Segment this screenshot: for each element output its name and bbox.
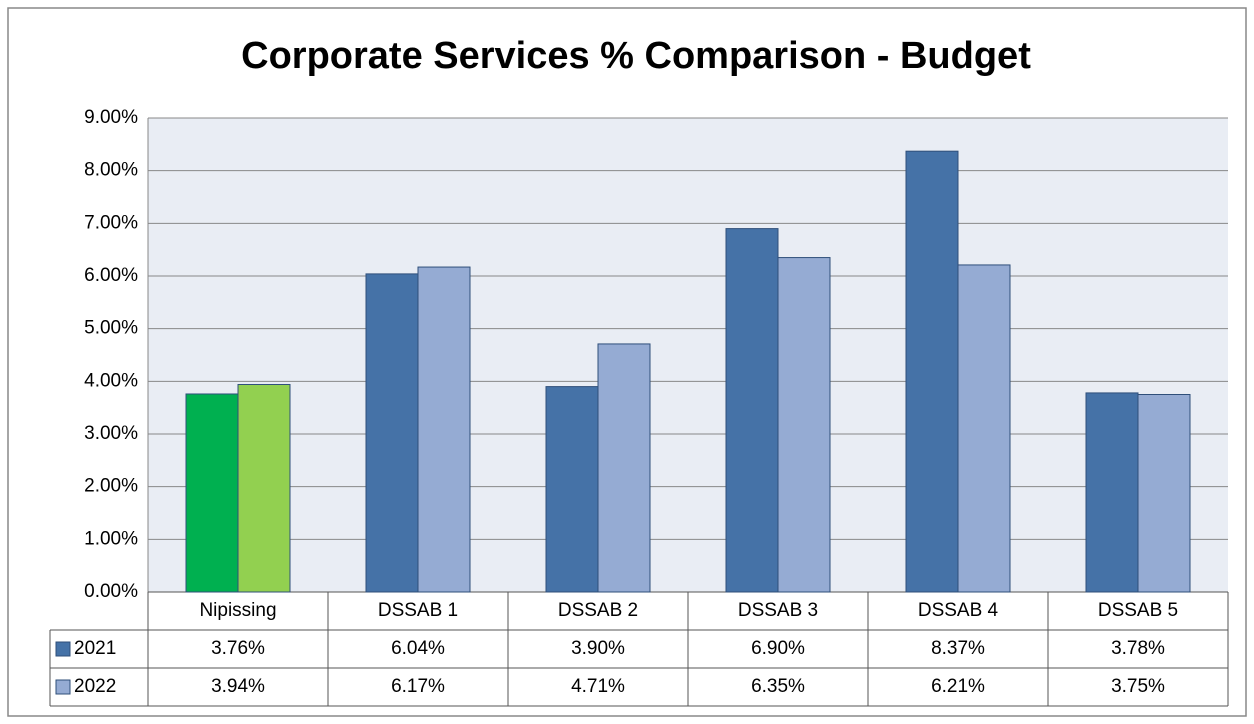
table-value: 6.21% <box>931 676 985 697</box>
x-tick-label: DSSAB 2 <box>558 600 638 621</box>
legend-label: 2021 <box>74 638 116 659</box>
bar <box>905 150 959 593</box>
y-tick-label: 7.00% <box>84 212 138 233</box>
bar <box>237 383 291 593</box>
table-value: 3.76% <box>211 638 265 659</box>
table-value: 4.71% <box>571 676 625 697</box>
bar <box>1085 392 1139 593</box>
table-value: 3.75% <box>1111 676 1165 697</box>
y-tick-label: 8.00% <box>84 160 138 181</box>
bar <box>597 343 651 593</box>
bar <box>365 273 419 593</box>
x-tick-label: DSSAB 5 <box>1098 600 1178 621</box>
x-tick-label: DSSAB 1 <box>378 600 458 621</box>
bar <box>777 257 831 593</box>
legend-key <box>55 641 71 657</box>
table-value: 3.94% <box>211 676 265 697</box>
x-tick-label: Nipissing <box>199 600 276 621</box>
x-tick-label: DSSAB 3 <box>738 600 818 621</box>
table-value: 6.04% <box>391 638 445 659</box>
bar <box>957 264 1011 593</box>
table-value: 6.35% <box>751 676 805 697</box>
bar <box>1137 394 1191 593</box>
table-value: 3.78% <box>1111 638 1165 659</box>
y-tick-label: 1.00% <box>84 528 138 549</box>
table-value: 3.90% <box>571 638 625 659</box>
legend-key <box>55 679 71 695</box>
x-tick-label: DSSAB 4 <box>918 600 999 621</box>
bar <box>417 266 471 593</box>
y-tick-label: 4.00% <box>84 370 138 391</box>
table-value: 8.37% <box>931 638 985 659</box>
table-value: 6.90% <box>751 638 805 659</box>
y-tick-label: 3.00% <box>84 423 138 444</box>
bar <box>545 386 599 593</box>
y-tick-label: 9.00% <box>84 107 138 128</box>
y-tick-label: 6.00% <box>84 265 138 286</box>
plot-area <box>148 118 1228 592</box>
table-value: 6.17% <box>391 676 445 697</box>
chart-title: Corporate Services % Comparison - Budget <box>241 35 1031 77</box>
bar <box>725 228 779 593</box>
bar <box>185 393 239 593</box>
y-tick-label: 0.00% <box>84 581 138 602</box>
y-tick-label: 2.00% <box>84 476 138 497</box>
y-tick-label: 5.00% <box>84 318 138 339</box>
legend-label: 2022 <box>74 676 116 697</box>
